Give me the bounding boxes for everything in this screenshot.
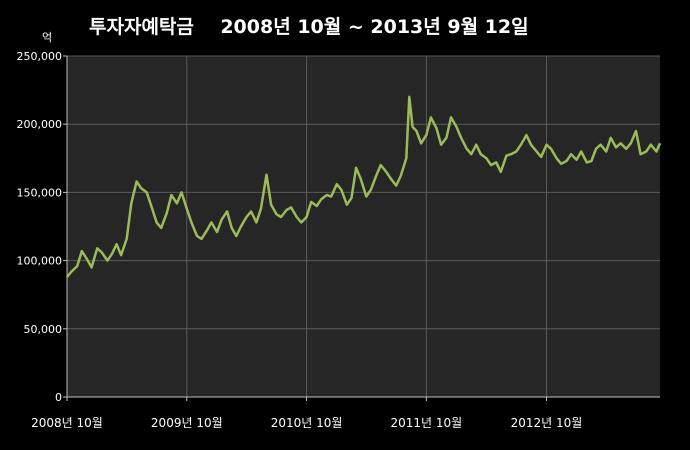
x-tick-label: 2012년 10월 <box>511 416 583 430</box>
x-axis-ticks: 2008년 10월 2009년 10월 2010년 10월 2011년 10월 2012… <box>31 397 582 430</box>
x-tick-label: 2011년 10월 <box>390 416 462 430</box>
y-tick-label: 100,000 <box>17 255 63 268</box>
y-tick-label: 250,000 <box>17 50 63 63</box>
y-tick-label: 200,000 <box>17 118 63 131</box>
y-unit-label: 억 <box>42 31 52 44</box>
y-tick-label: 0 <box>55 391 62 404</box>
chart-title: 투자자예탁금 2008년 10월 ~ 2013년 9월 12일 <box>89 16 529 38</box>
x-tick-label: 2009년 10월 <box>151 416 223 430</box>
y-tick-label: 50,000 <box>24 323 63 336</box>
y-tick-label: 150,000 <box>17 186 63 199</box>
x-tick-label: 2010년 10월 <box>271 416 343 430</box>
plot-area <box>67 56 660 397</box>
series-line-investor-deposits <box>66 95 662 278</box>
x-tick-label: 2008년 10월 <box>31 416 103 430</box>
gridlines <box>67 55 660 397</box>
y-axis-ticks: 0 50,000 100,000 150,000 200,000 250,000 <box>17 50 67 404</box>
